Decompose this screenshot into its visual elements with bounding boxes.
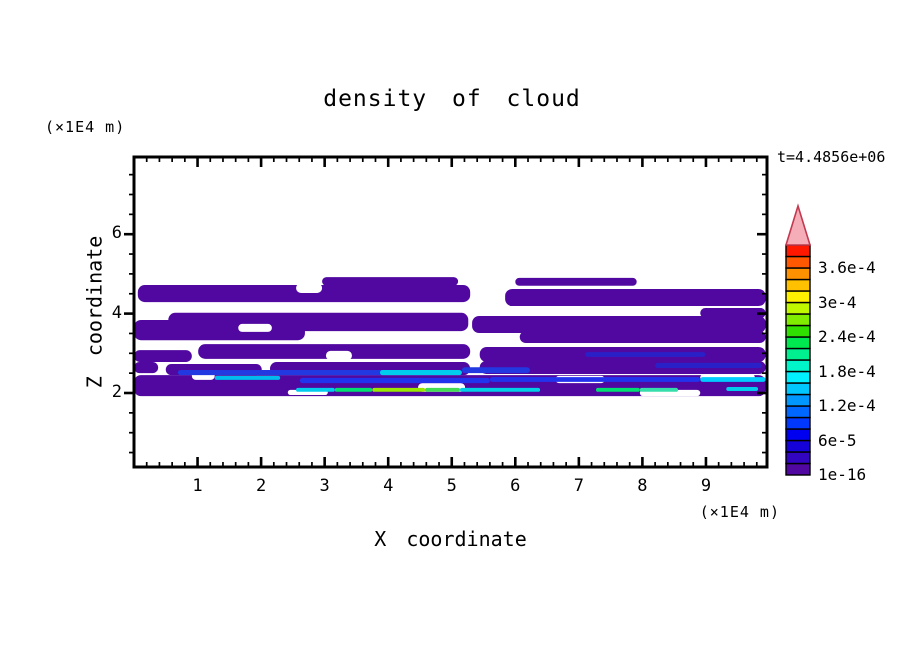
colorbar-cell — [785, 255, 811, 269]
colorbar-cell — [785, 244, 811, 258]
y-tick-label: 2 — [111, 382, 122, 402]
contour-region — [585, 352, 706, 357]
colorbar-cell — [785, 451, 811, 465]
contour-region — [134, 350, 192, 363]
x-tick-label: 4 — [383, 476, 394, 496]
contour-region — [296, 283, 323, 293]
contour-region — [322, 277, 459, 286]
x-tick-label: 9 — [700, 476, 712, 496]
colorbar-cell — [785, 301, 811, 315]
colorbar-cell — [785, 290, 811, 304]
y-tick-label: 6 — [111, 223, 122, 244]
colorbar-cell — [785, 324, 811, 338]
colorbar-label: 3e-4 — [818, 292, 857, 312]
contour-region — [334, 387, 373, 392]
colorbar-overflow-arrow — [784, 203, 812, 246]
contour-region — [214, 375, 281, 380]
x-tick-label: 8 — [637, 476, 648, 496]
contour-region — [299, 377, 490, 384]
contour-region — [177, 369, 391, 376]
y-tick-label: 4 — [111, 302, 122, 323]
colorbar-cell — [785, 439, 811, 453]
plot-frame — [132, 155, 769, 469]
contour-region — [519, 331, 766, 343]
contour-region — [168, 312, 469, 332]
colorbar-label: 2.4e-4 — [818, 327, 876, 346]
colorbar-label: 1.2e-4 — [818, 396, 876, 415]
contour-region — [460, 387, 541, 392]
colorbar-cell — [785, 313, 811, 327]
contour-region — [134, 362, 159, 374]
x-axis-title: X coordinate — [374, 527, 527, 551]
contour-region — [325, 350, 352, 361]
contour-region — [639, 387, 678, 392]
chart-title: density of cloud — [323, 86, 581, 112]
x-tick-label: 3 — [319, 476, 330, 496]
colorbar-cell — [785, 428, 811, 442]
contour-region — [489, 377, 701, 382]
contour-region — [330, 364, 361, 372]
x-tick-label: 1 — [192, 476, 203, 496]
colorbar-label: 1.8e-4 — [818, 361, 876, 381]
colorbar-cell — [785, 405, 811, 419]
x-tick-label: 2 — [255, 476, 267, 496]
contour-region — [726, 387, 759, 392]
contour-region — [372, 387, 426, 392]
x-tick-label: 7 — [573, 476, 584, 496]
contour-region — [296, 387, 335, 392]
contour-region — [700, 308, 766, 318]
colorbar-label: 6e-5 — [818, 430, 857, 450]
colorbar-cell — [785, 278, 811, 292]
contour-region — [700, 377, 766, 382]
contour-region — [425, 387, 461, 392]
colorbar-cell — [785, 336, 811, 350]
plot-canvas — [124, 155, 769, 469]
colorbar-cell — [785, 370, 811, 384]
colorbar-cell — [785, 462, 811, 476]
contour-region — [238, 323, 272, 332]
y-axis-unit-label: (×1E4 m) — [45, 118, 126, 136]
contour-region — [461, 367, 530, 374]
x-tick-label: 5 — [446, 476, 457, 496]
contour-region — [655, 362, 762, 368]
contour-region — [515, 277, 637, 286]
colorbar-label: 1e-16 — [818, 465, 867, 484]
contour-region — [379, 369, 462, 376]
colorbar-label: 3.6e-4 — [818, 258, 876, 277]
x-tick-label: 6 — [510, 476, 521, 496]
colorbar-cell — [785, 382, 811, 396]
contour-region — [505, 288, 766, 307]
x-axis-unit-label: (×1E4 m) — [699, 503, 780, 521]
contour-region — [596, 387, 640, 392]
contour-region — [472, 315, 766, 334]
time-annotation: t=4.4856e+06 — [777, 148, 886, 166]
colorbar-cell — [785, 359, 811, 373]
contour-region — [137, 285, 471, 303]
colorbar-cell — [785, 393, 811, 407]
colorbar-cell — [785, 347, 811, 361]
colorbar — [784, 203, 812, 476]
colorbar-cell — [785, 416, 811, 430]
colorbar-cell — [785, 267, 811, 281]
